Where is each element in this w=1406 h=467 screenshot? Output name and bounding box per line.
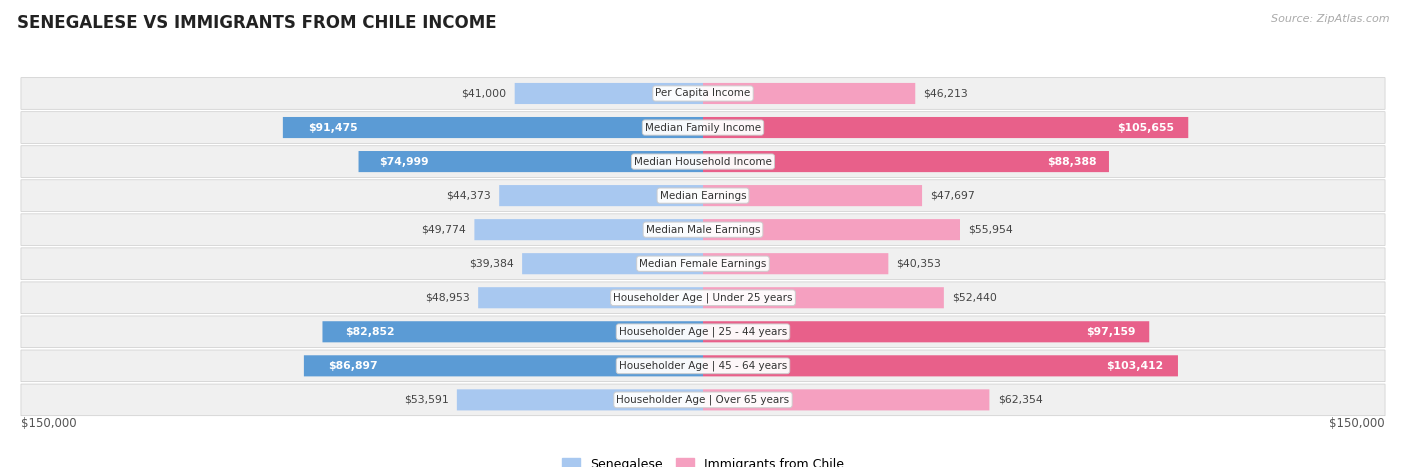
Text: $49,774: $49,774 [422,225,467,234]
FancyBboxPatch shape [322,321,703,342]
FancyBboxPatch shape [21,282,1385,313]
Text: $150,000: $150,000 [21,417,76,430]
Text: Median Female Earnings: Median Female Earnings [640,259,766,269]
Text: $46,213: $46,213 [924,88,969,99]
FancyBboxPatch shape [21,112,1385,143]
FancyBboxPatch shape [21,248,1385,280]
Text: $40,353: $40,353 [897,259,942,269]
FancyBboxPatch shape [304,355,703,376]
Text: $150,000: $150,000 [1330,417,1385,430]
Text: $53,591: $53,591 [404,395,449,405]
Text: $105,655: $105,655 [1116,122,1174,133]
Text: Householder Age | Over 65 years: Householder Age | Over 65 years [616,395,790,405]
FancyBboxPatch shape [703,321,1149,342]
Text: Median Household Income: Median Household Income [634,156,772,167]
FancyBboxPatch shape [21,316,1385,347]
Text: $44,373: $44,373 [446,191,491,201]
FancyBboxPatch shape [703,253,889,274]
FancyBboxPatch shape [522,253,703,274]
Text: Householder Age | 45 - 64 years: Householder Age | 45 - 64 years [619,361,787,371]
Text: $103,412: $103,412 [1107,361,1164,371]
Text: $48,953: $48,953 [425,293,470,303]
FancyBboxPatch shape [703,355,1178,376]
FancyBboxPatch shape [703,389,990,410]
FancyBboxPatch shape [499,185,703,206]
FancyBboxPatch shape [474,219,703,240]
FancyBboxPatch shape [359,151,703,172]
FancyBboxPatch shape [703,151,1109,172]
FancyBboxPatch shape [283,117,703,138]
Text: $97,159: $97,159 [1087,327,1136,337]
Text: $52,440: $52,440 [952,293,997,303]
FancyBboxPatch shape [457,389,703,410]
Legend: Senegalese, Immigrants from Chile: Senegalese, Immigrants from Chile [557,453,849,467]
Text: $55,954: $55,954 [969,225,1012,234]
FancyBboxPatch shape [515,83,703,104]
Text: Median Male Earnings: Median Male Earnings [645,225,761,234]
FancyBboxPatch shape [21,78,1385,109]
FancyBboxPatch shape [703,185,922,206]
FancyBboxPatch shape [703,287,943,308]
FancyBboxPatch shape [703,219,960,240]
Text: $82,852: $82,852 [346,327,395,337]
Text: $47,697: $47,697 [931,191,976,201]
Text: $41,000: $41,000 [461,88,506,99]
Text: Median Earnings: Median Earnings [659,191,747,201]
FancyBboxPatch shape [21,146,1385,177]
FancyBboxPatch shape [703,117,1188,138]
Text: Per Capita Income: Per Capita Income [655,88,751,99]
Text: $91,475: $91,475 [308,122,357,133]
Text: $74,999: $74,999 [380,156,429,167]
Text: Source: ZipAtlas.com: Source: ZipAtlas.com [1271,14,1389,24]
FancyBboxPatch shape [21,180,1385,212]
FancyBboxPatch shape [703,83,915,104]
Text: $88,388: $88,388 [1047,156,1097,167]
FancyBboxPatch shape [21,350,1385,382]
Text: Median Family Income: Median Family Income [645,122,761,133]
Text: Householder Age | 25 - 44 years: Householder Age | 25 - 44 years [619,326,787,337]
FancyBboxPatch shape [21,214,1385,246]
FancyBboxPatch shape [478,287,703,308]
Text: SENEGALESE VS IMMIGRANTS FROM CHILE INCOME: SENEGALESE VS IMMIGRANTS FROM CHILE INCO… [17,14,496,32]
Text: $39,384: $39,384 [470,259,513,269]
Text: $86,897: $86,897 [328,361,377,371]
Text: Householder Age | Under 25 years: Householder Age | Under 25 years [613,292,793,303]
Text: $62,354: $62,354 [998,395,1042,405]
FancyBboxPatch shape [21,384,1385,416]
